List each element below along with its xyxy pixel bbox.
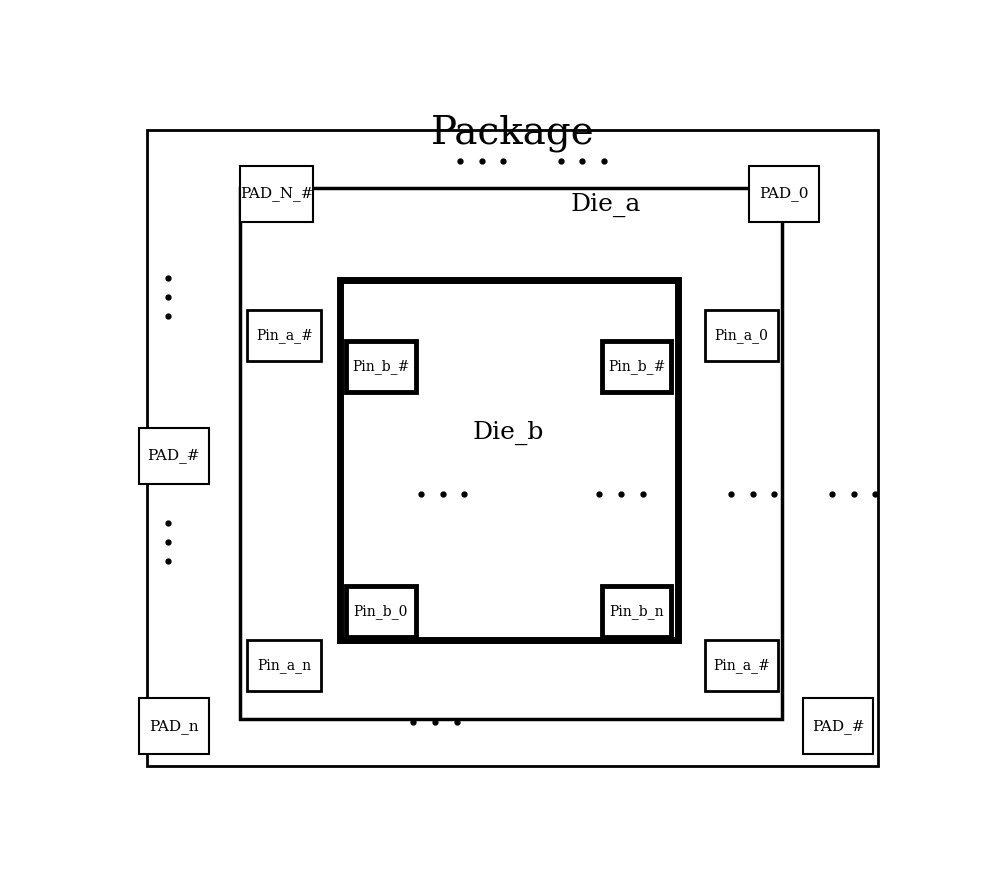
- Bar: [247, 640, 321, 691]
- Bar: [139, 698, 209, 754]
- Bar: [247, 310, 321, 362]
- Bar: [749, 166, 819, 222]
- Text: PAD_n: PAD_n: [149, 719, 199, 734]
- Text: PAD_#: PAD_#: [148, 448, 200, 463]
- Text: Die_b: Die_b: [473, 421, 544, 445]
- Bar: [240, 187, 782, 719]
- Bar: [240, 166, 313, 222]
- Text: Pin_a_#: Pin_a_#: [256, 328, 313, 343]
- Text: Die_a: Die_a: [570, 193, 641, 217]
- Text: Package: Package: [431, 115, 594, 152]
- Bar: [139, 428, 209, 484]
- Bar: [705, 310, 778, 362]
- Text: Pin_b_n: Pin_b_n: [609, 604, 664, 619]
- Bar: [346, 586, 416, 637]
- Text: Pin_a_#: Pin_a_#: [713, 659, 770, 674]
- Text: Pin_b_0: Pin_b_0: [354, 604, 408, 619]
- Text: PAD_#: PAD_#: [812, 719, 864, 734]
- Text: Pin_a_n: Pin_a_n: [257, 659, 311, 674]
- Bar: [803, 698, 873, 754]
- Text: Pin_b_#: Pin_b_#: [352, 359, 409, 374]
- Bar: [705, 640, 778, 691]
- Bar: [602, 341, 671, 392]
- Text: Pin_a_0: Pin_a_0: [715, 328, 768, 343]
- Text: PAD_N_#: PAD_N_#: [240, 187, 313, 202]
- Bar: [340, 279, 678, 640]
- Text: Pin_b_#: Pin_b_#: [608, 359, 665, 374]
- Bar: [346, 341, 416, 392]
- Bar: [602, 586, 671, 637]
- Text: PAD_0: PAD_0: [759, 187, 809, 202]
